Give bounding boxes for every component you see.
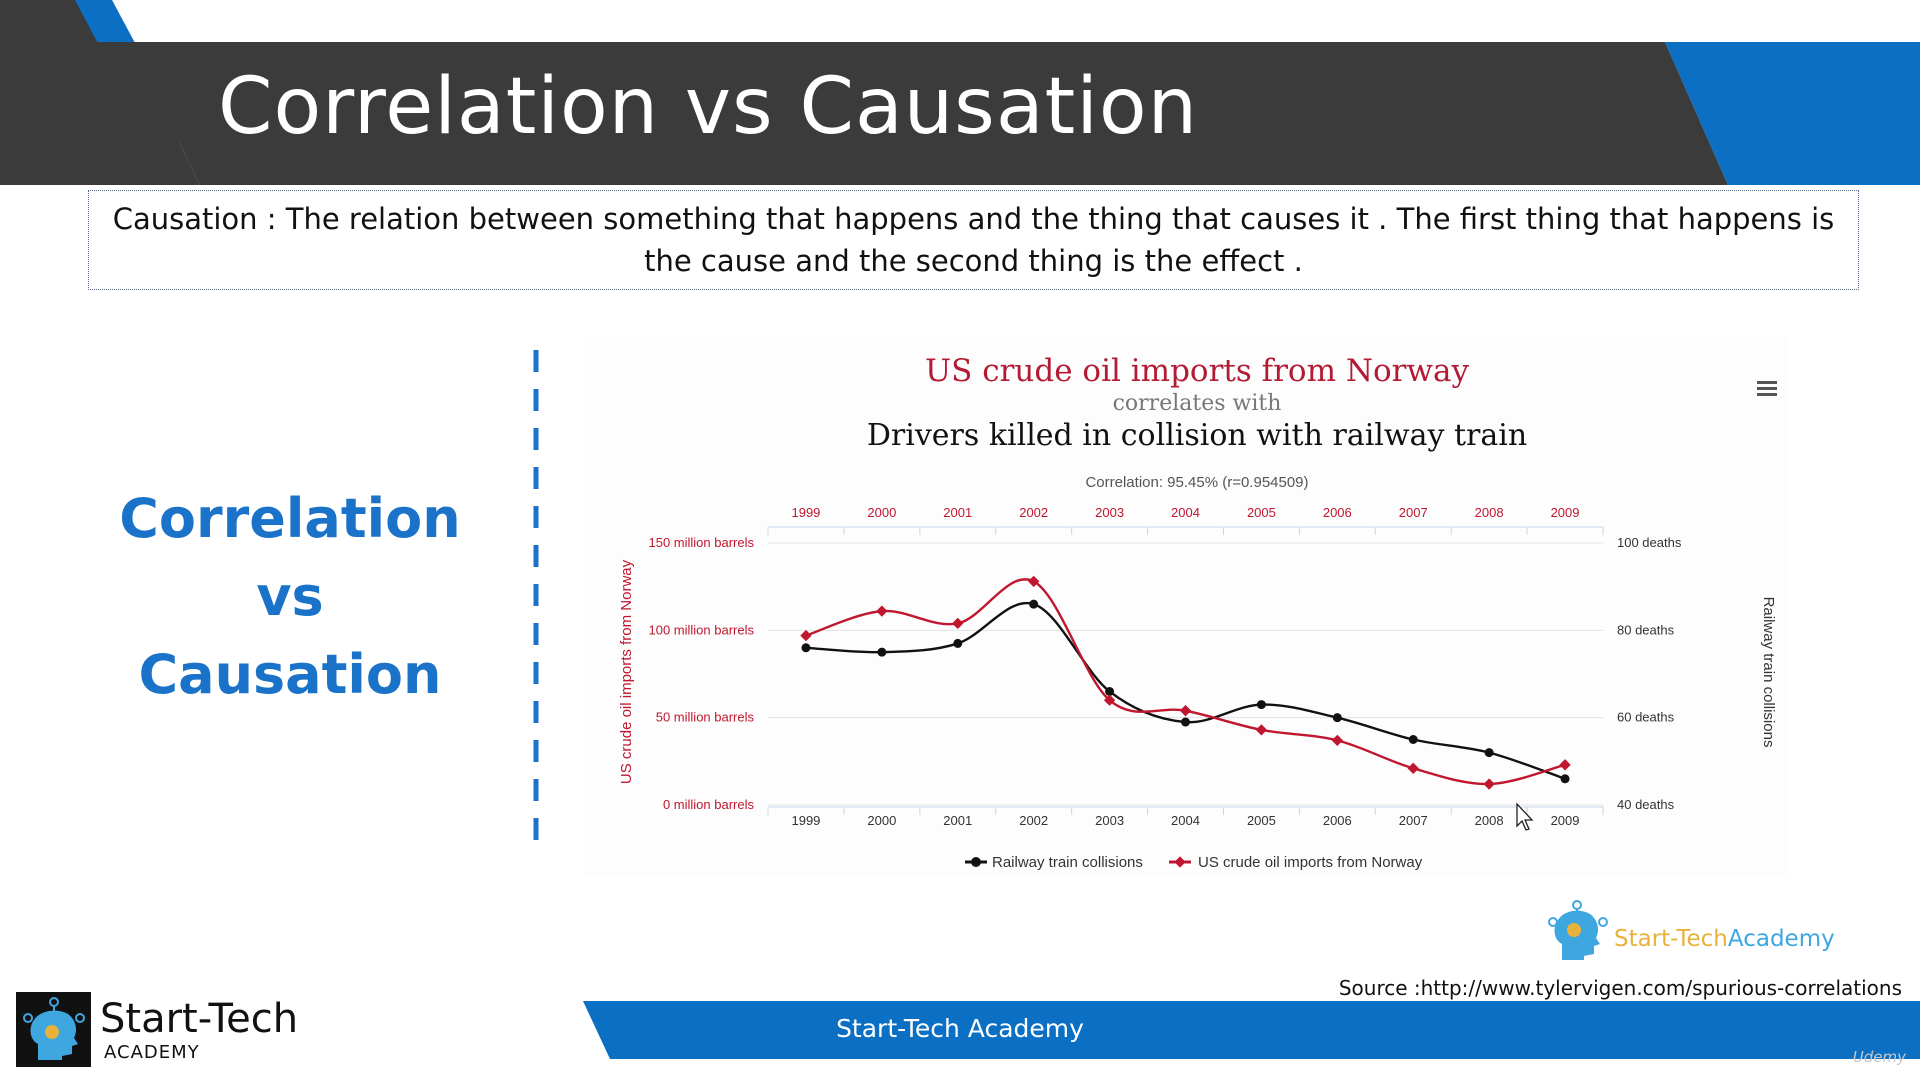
side-title: Correlation vs Causation bbox=[90, 480, 490, 714]
series-line-railway bbox=[805, 601, 1566, 780]
point-railway-2006[interactable] bbox=[1332, 713, 1342, 723]
logo-subtitle: ACADEMY bbox=[104, 1042, 200, 1063]
point-railway-2005[interactable] bbox=[1256, 700, 1266, 710]
series-line-oil bbox=[805, 578, 1566, 786]
point-oil-2007[interactable] bbox=[1407, 762, 1419, 774]
side-title-line-3: Causation bbox=[138, 643, 442, 706]
chart-svg: US crude oil imports from Norway correla… bbox=[618, 353, 1779, 871]
top-x-tick-label-2005: 2005 bbox=[1247, 505, 1276, 520]
top-x-tick-label-2001: 2001 bbox=[943, 505, 972, 520]
top-x-tick-label-1999: 1999 bbox=[791, 505, 820, 520]
chart-correlation: Correlation: 95.45% (r=0.954509) bbox=[1085, 474, 1308, 491]
right-tick-label-40: 40 deaths bbox=[1617, 797, 1675, 812]
bottom-x-tick-label-2001: 2001 bbox=[943, 813, 972, 828]
point-oil-2005[interactable] bbox=[1255, 724, 1268, 736]
point-railway-2007[interactable] bbox=[1408, 735, 1418, 744]
left-tick-label-50: 50 million barrels bbox=[656, 710, 755, 725]
bottom-x-tick-label-2006: 2006 bbox=[1323, 813, 1352, 828]
definition-box: Causation : The relation between somethi… bbox=[88, 190, 1859, 290]
point-railway-2002[interactable] bbox=[1029, 599, 1039, 609]
point-railway-2008[interactable] bbox=[1484, 748, 1494, 758]
source-citation: Source :http://www.tylervigen.com/spurio… bbox=[1338, 976, 1902, 1000]
point-oil-2000[interactable] bbox=[876, 605, 888, 617]
point-oil-2001[interactable] bbox=[952, 617, 964, 630]
bottom-x-tick-label-2000: 2000 bbox=[867, 813, 896, 828]
logo-head-icon bbox=[23, 997, 85, 1060]
mouse-cursor-icon bbox=[1516, 802, 1534, 831]
top-x-tick-label-2000: 2000 bbox=[867, 505, 896, 520]
left-tick-label-0: 0 million barrels bbox=[663, 797, 755, 812]
watermark-head-icon bbox=[1548, 900, 1608, 960]
slide-title: Correlation vs Causation bbox=[218, 62, 1199, 152]
right-tick-label-80: 80 deaths bbox=[1617, 622, 1675, 637]
definition-text: Causation : The relation between somethi… bbox=[112, 202, 1835, 278]
watermark-text-academy: Academy bbox=[1727, 926, 1835, 952]
side-title-line-2: vs bbox=[256, 565, 324, 628]
footer-text: Start-Tech Academy bbox=[836, 1014, 1084, 1043]
bottom-x-tick-label-2004: 2004 bbox=[1171, 813, 1200, 828]
legend-label-oil: US crude oil imports from Norway bbox=[1198, 854, 1423, 871]
point-oil-2008[interactable] bbox=[1483, 778, 1495, 790]
point-oil-2002[interactable] bbox=[1028, 575, 1040, 588]
point-oil-2003[interactable] bbox=[1103, 694, 1116, 706]
point-railway-2004[interactable] bbox=[1181, 717, 1190, 727]
chart-container: US crude oil imports from Norway correla… bbox=[585, 336, 1790, 876]
point-oil-2009[interactable] bbox=[1559, 759, 1571, 771]
legend-item-oil[interactable]: US crude oil imports from Norway bbox=[1169, 854, 1423, 871]
bottom-x-tick-label-1999: 1999 bbox=[791, 813, 820, 828]
top-x-tick-label-2002: 2002 bbox=[1019, 505, 1048, 520]
watermark-text-start: Start-Tech bbox=[1614, 926, 1728, 952]
chart-title-2: Drivers killed in collision with railway… bbox=[867, 418, 1527, 453]
left-tick-label-100: 100 million barrels bbox=[649, 622, 755, 637]
watermark-text: Start-TechAcademy bbox=[1614, 926, 1835, 952]
menu-icon[interactable] bbox=[1755, 379, 1779, 403]
chart-subtitle: correlates with bbox=[1113, 391, 1282, 416]
right-axis-title: Railway train collisions bbox=[1760, 597, 1777, 748]
dashed-divider bbox=[533, 350, 539, 846]
top-x-tick-label-2004: 2004 bbox=[1171, 505, 1200, 520]
point-oil-1999[interactable] bbox=[800, 629, 812, 642]
logo-name: Start-Tech bbox=[100, 996, 299, 1042]
right-tick-label-60: 60 deaths bbox=[1617, 710, 1675, 725]
bottom-x-tick-label-2003: 2003 bbox=[1095, 813, 1124, 828]
legend-label-railway: Railway train collisions bbox=[992, 854, 1143, 871]
legend-item-railway[interactable]: Railway train collisions bbox=[965, 854, 1143, 871]
point-oil-2004[interactable] bbox=[1179, 705, 1192, 717]
bottom-x-tick-label-2005: 2005 bbox=[1247, 813, 1276, 828]
chart-legend: Railway train collisions US crude oil im… bbox=[965, 854, 1423, 871]
point-railway-2009[interactable] bbox=[1560, 774, 1570, 784]
top-x-tick-label-2008: 2008 bbox=[1475, 505, 1504, 520]
top-x-tick-label-2007: 2007 bbox=[1399, 505, 1428, 520]
top-x-tick-label-2003: 2003 bbox=[1095, 505, 1124, 520]
udemy-watermark: Udemy bbox=[1852, 1048, 1906, 1066]
plot-area: 0 million barrels 50 million barrels 100 m… bbox=[649, 505, 1682, 828]
right-tick-label-100: 100 deaths bbox=[1617, 535, 1682, 550]
chart-title: US crude oil imports from Norway bbox=[925, 353, 1469, 389]
legend-marker-railway bbox=[971, 857, 981, 867]
left-axis-title: US crude oil imports from Norway bbox=[618, 559, 635, 784]
point-railway-2003[interactable] bbox=[1105, 686, 1115, 696]
bottom-x-tick-label-2002: 2002 bbox=[1019, 813, 1048, 828]
point-oil-2006[interactable] bbox=[1331, 734, 1343, 747]
side-title-line-1: Correlation bbox=[119, 487, 461, 550]
logo-badge bbox=[16, 992, 91, 1067]
bottom-x-tick-label-2007: 2007 bbox=[1399, 813, 1428, 828]
point-railway-1999[interactable] bbox=[801, 643, 811, 653]
bottom-x-tick-label-2009: 2009 bbox=[1551, 813, 1580, 828]
legend-marker-oil bbox=[1174, 856, 1186, 868]
point-railway-2001[interactable] bbox=[953, 638, 963, 648]
top-x-tick-label-2009: 2009 bbox=[1551, 505, 1580, 520]
top-x-tick-label-2006: 2006 bbox=[1323, 505, 1352, 520]
bottom-x-tick-label-2008: 2008 bbox=[1475, 813, 1504, 828]
footer-band bbox=[583, 1001, 1920, 1059]
left-tick-label-150: 150 million barrels bbox=[649, 535, 755, 550]
banner-shapes bbox=[0, 0, 1920, 185]
title-banner: Correlation vs Causation bbox=[0, 0, 1920, 190]
point-railway-2000[interactable] bbox=[877, 647, 887, 657]
